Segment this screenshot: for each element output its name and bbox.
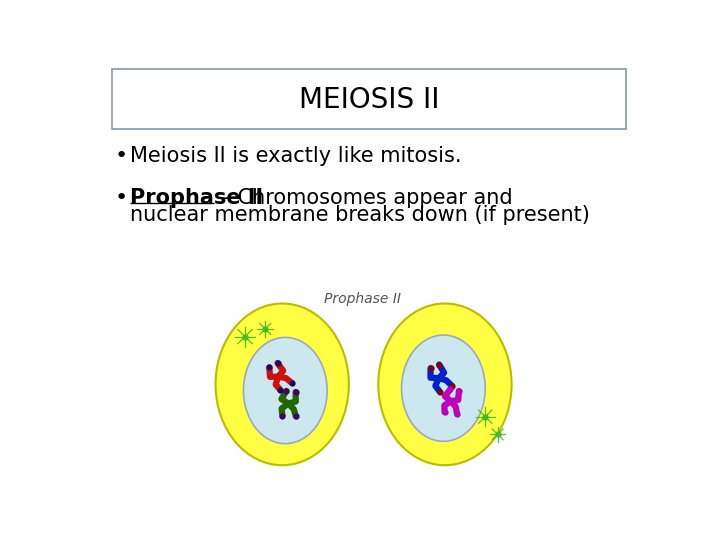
Ellipse shape bbox=[215, 303, 349, 465]
Text: Prophase II: Prophase II bbox=[324, 292, 401, 306]
Text: nuclear membrane breaks down (if present): nuclear membrane breaks down (if present… bbox=[130, 205, 590, 225]
Text: Meiosis II is exactly like mitosis.: Meiosis II is exactly like mitosis. bbox=[130, 146, 462, 166]
Text: – Chromosomes appear and: – Chromosomes appear and bbox=[214, 188, 513, 208]
Text: •: • bbox=[114, 146, 128, 166]
Text: •: • bbox=[114, 188, 128, 208]
FancyBboxPatch shape bbox=[112, 69, 626, 129]
Text: MEIOSIS II: MEIOSIS II bbox=[299, 86, 439, 114]
Ellipse shape bbox=[402, 335, 485, 441]
Ellipse shape bbox=[378, 303, 512, 465]
Text: Prophase II: Prophase II bbox=[130, 188, 264, 208]
Ellipse shape bbox=[243, 338, 327, 444]
